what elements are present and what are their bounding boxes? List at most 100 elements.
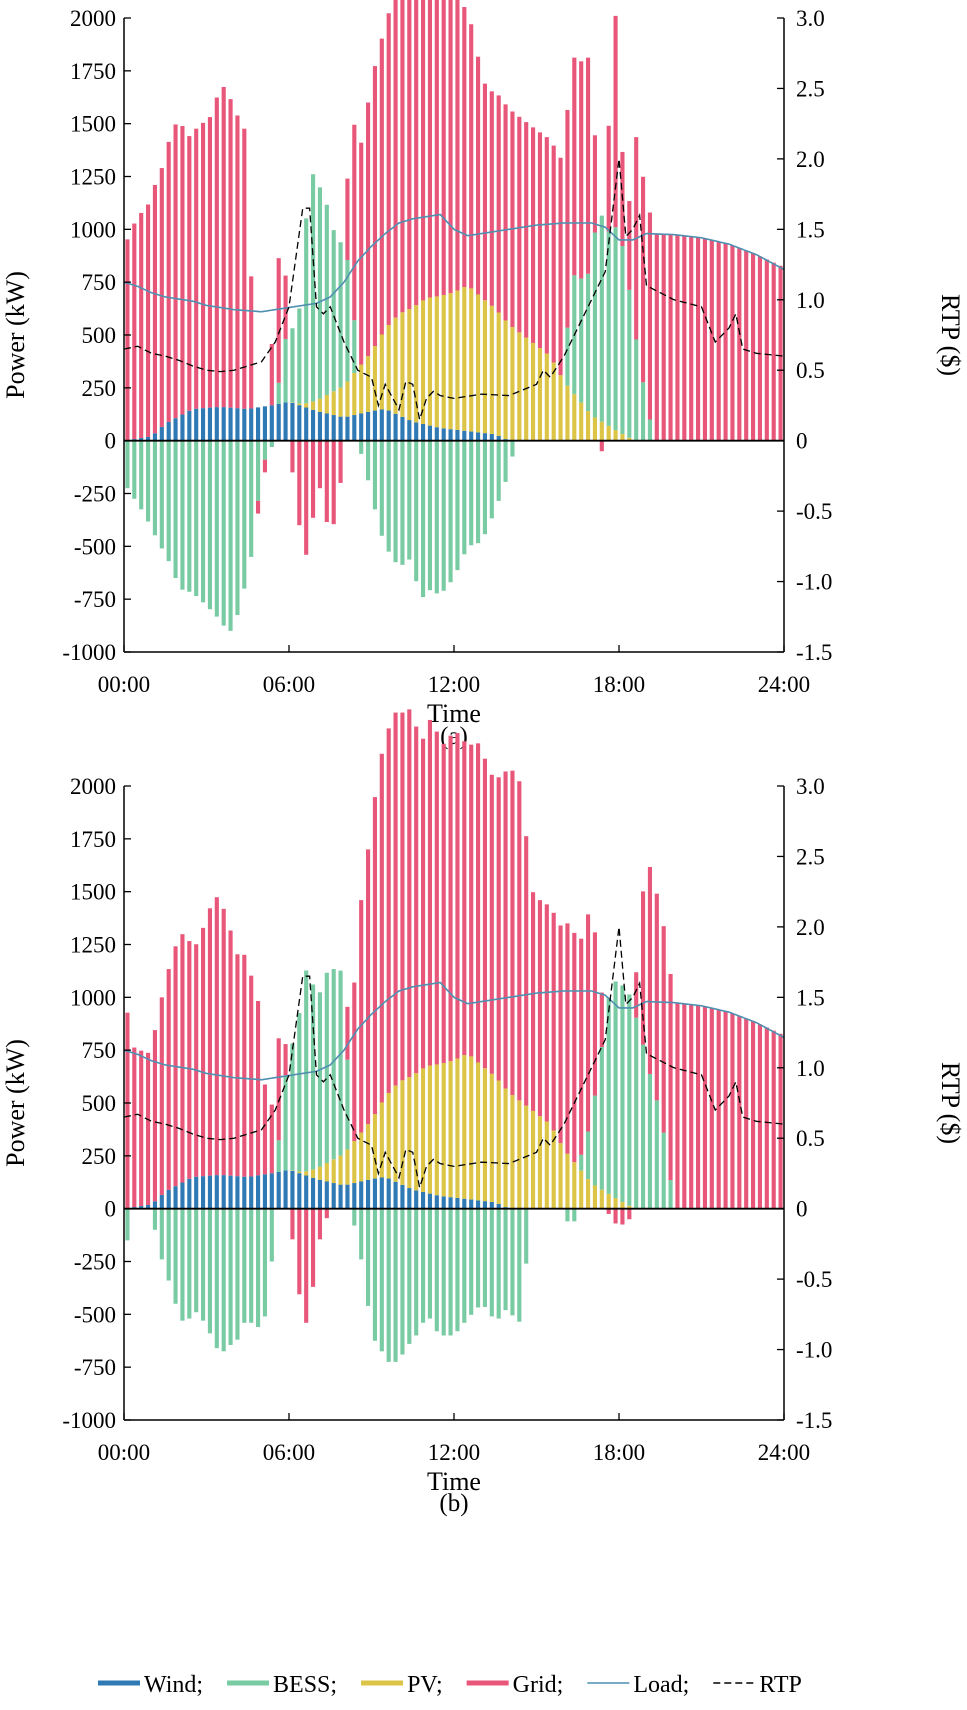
bar-grid: [647, 866, 653, 1074]
bar-bess: [379, 1208, 384, 1352]
bar-bess: [201, 440, 206, 603]
bar-wind: [221, 407, 226, 441]
bar-pv: [393, 317, 398, 414]
bar-grid: [400, 712, 405, 1081]
bar-wind: [317, 411, 323, 441]
bar-grid: [269, 1104, 274, 1174]
bar-wind: [311, 409, 316, 441]
bar-grid: [764, 259, 769, 441]
bar-grid: [579, 61, 584, 279]
bar-bess: [427, 1208, 433, 1319]
bar-grid: [455, 0, 460, 291]
bar-grid: [338, 440, 343, 483]
bar-pv: [489, 305, 494, 434]
y2-tick-label: 2.0: [796, 147, 825, 172]
bar-wind: [283, 402, 288, 441]
bar-grid: [441, 0, 446, 295]
bar-bess: [393, 440, 398, 563]
bar-pv: [311, 1169, 316, 1178]
bar-grid: [572, 57, 577, 276]
bar-grid: [276, 1038, 281, 1141]
bar-wind: [201, 408, 206, 441]
bar-grid: [586, 914, 591, 1132]
y-tick-label: 500: [82, 1091, 117, 1116]
bar-wind: [194, 408, 199, 441]
x-tick-label: 12:00: [428, 672, 480, 697]
bar-grid: [297, 1208, 302, 1295]
bar-grid: [359, 900, 364, 1133]
bar-grid: [682, 1003, 687, 1209]
bar-bess: [421, 440, 426, 598]
bar-grid: [152, 184, 158, 434]
bar-grid: [482, 758, 488, 1069]
bar-grid: [531, 127, 536, 343]
bar-grid: [434, 0, 439, 297]
bar-wind: [427, 425, 433, 441]
bar-wind: [159, 426, 164, 441]
y2-tick-label: 1.5: [796, 217, 825, 242]
y2-tick-label: 0: [796, 429, 808, 454]
bar-bess: [524, 1208, 529, 1264]
bar-grid: [152, 1030, 158, 1202]
legend-label-bess: BESS;: [273, 1672, 337, 1698]
bar-grid: [139, 1050, 144, 1207]
series-rtp-line: [123, 926, 785, 1191]
series-rtp-line: [123, 158, 785, 423]
bar-pv: [592, 1185, 598, 1209]
bar-grid: [434, 731, 439, 1065]
bar-grid: [421, 0, 426, 301]
bar-grid: [737, 248, 742, 441]
bar-wind: [476, 1200, 481, 1209]
bar-bess: [407, 440, 412, 560]
bar-grid: [228, 99, 233, 408]
bar-bess: [599, 1047, 604, 1190]
bar-bess: [338, 970, 343, 1156]
y2-tick-label: -0.5: [796, 499, 832, 524]
bar-pv: [366, 1124, 371, 1180]
bar-bess: [647, 419, 653, 441]
bar-grid: [407, 709, 412, 1078]
bar-grid: [503, 771, 508, 1089]
bar-bess: [400, 1208, 405, 1355]
bar-bess: [132, 440, 137, 499]
y-axis-title: Power (kW): [1, 1039, 30, 1167]
bar-grid: [166, 969, 171, 1190]
legend-item-grid: Grid;: [466, 1672, 563, 1698]
bar-wind: [180, 414, 185, 441]
bar-wind: [297, 405, 302, 441]
bar-grid: [510, 111, 515, 328]
bar-wind: [283, 1170, 288, 1209]
bar-wind: [187, 410, 192, 441]
bar-pv: [324, 1162, 329, 1182]
bar-wind: [146, 1204, 151, 1209]
bar-grid: [455, 733, 460, 1059]
bar-wind: [214, 407, 219, 441]
bar-wind: [496, 435, 501, 441]
bar-grid: [352, 124, 357, 321]
bar-grid: [524, 122, 529, 338]
y2-tick-label: 3.0: [796, 6, 825, 31]
bar-grid: [201, 122, 206, 409]
bar-grid: [517, 781, 522, 1101]
bar-grid: [476, 56, 481, 295]
bar-bess: [366, 1208, 371, 1306]
bar-grid: [201, 927, 206, 1177]
bar-bess: [152, 440, 158, 536]
bar-bess: [434, 1208, 439, 1332]
bar-pv: [317, 398, 323, 412]
bar-bess: [214, 1208, 219, 1349]
bar-bess: [510, 440, 515, 457]
bar-bess: [159, 440, 164, 549]
bar-wind: [434, 427, 439, 441]
y-tick-label: 1000: [70, 217, 116, 242]
bar-grid: [173, 124, 178, 419]
bar-grid: [359, 142, 364, 365]
bar-wind: [469, 1199, 474, 1209]
bar-bess: [290, 1043, 295, 1171]
bar-grid: [537, 132, 543, 349]
bar-wind: [152, 433, 158, 441]
bar-grid: [324, 1208, 329, 1219]
x-tick-label: 00:00: [98, 672, 150, 697]
bar-bess: [496, 440, 501, 501]
